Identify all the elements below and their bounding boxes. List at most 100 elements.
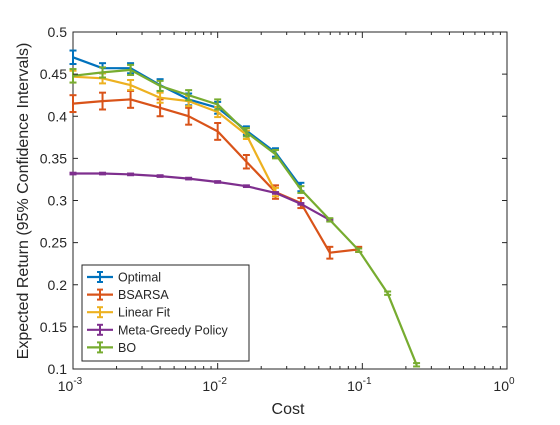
y-axis-label: Expected Return (95% Confidence Interval… (15, 43, 32, 360)
data-point (216, 130, 219, 133)
error-bar (242, 154, 250, 170)
data-point (72, 102, 74, 105)
data-point (129, 69, 132, 71)
error-bar (127, 63, 135, 76)
error-bar (156, 91, 164, 104)
data-point (187, 115, 190, 118)
error-bar (326, 217, 334, 223)
error-bar (242, 184, 250, 189)
data-point (159, 107, 161, 109)
data-point (216, 111, 219, 113)
error-bar (69, 171, 77, 176)
y-ticks: 0.1 0.15 0.2 0.25 0.3 0.35 0.4 0.45 0.5 (40, 24, 507, 377)
series-layer (69, 49, 421, 368)
data-point (129, 173, 132, 176)
error-bar (69, 68, 77, 84)
data-point (386, 292, 389, 294)
data-point (329, 219, 331, 221)
x-tick-label: 10-2 (202, 376, 227, 394)
data-point (300, 203, 302, 205)
error-bar (99, 91, 107, 111)
legend-label: BSARSA (118, 288, 169, 302)
data-point (72, 172, 74, 175)
data-point (216, 103, 219, 106)
data-point (357, 249, 360, 252)
error-bar (214, 180, 222, 184)
error-bar (185, 106, 193, 126)
x-axis-label: Cost (272, 401, 305, 418)
x-tick-label: 10-1 (347, 376, 372, 394)
error-bar (271, 148, 279, 160)
error-bar (69, 94, 77, 114)
series-4 (69, 63, 421, 368)
data-point (274, 192, 277, 194)
data-point (300, 188, 302, 191)
legend-entry: Meta-Greedy Policy (87, 323, 229, 337)
data-point (129, 84, 132, 86)
data-point (101, 71, 104, 74)
legend-entry: BSARSA (87, 288, 169, 302)
error-bar (99, 66, 107, 79)
error-bar (127, 79, 135, 92)
data-point (72, 56, 74, 59)
error-bar (355, 247, 363, 253)
y-tick-label: 0.5 (48, 24, 68, 40)
error-bar (297, 202, 305, 206)
data-point (159, 96, 161, 99)
error-bar (156, 174, 164, 178)
error-bar (99, 171, 107, 176)
data-point (415, 363, 418, 366)
y-tick-label: 0.2 (48, 277, 68, 293)
error-bar (214, 98, 222, 111)
y-tick-label: 0.4 (48, 108, 68, 124)
data-point (159, 85, 161, 87)
error-bar (214, 121, 222, 141)
data-point (101, 172, 104, 175)
legend-entry: Optimal (87, 271, 161, 285)
error-bar (242, 127, 250, 138)
error-bar (326, 245, 334, 260)
y-tick-label: 0.35 (40, 150, 67, 166)
y-tick-label: 0.1 (48, 361, 68, 377)
series-line (72, 75, 277, 193)
data-point (216, 181, 219, 183)
y-tick-label: 0.15 (40, 319, 67, 335)
legend-label: Linear Fit (118, 306, 171, 320)
legend-label: Optimal (118, 271, 161, 285)
data-point (72, 75, 74, 77)
error-bar (185, 176, 193, 181)
error-bar (413, 362, 421, 368)
data-point (245, 160, 248, 163)
error-bar (384, 290, 392, 296)
y-tick-label: 0.45 (40, 66, 67, 82)
data-point (245, 185, 248, 187)
error-bar (69, 49, 77, 66)
data-point (129, 98, 132, 101)
error-bar (271, 191, 279, 195)
error-bar (297, 185, 305, 194)
data-point (245, 131, 248, 134)
series-1 (69, 89, 363, 260)
error-bar (127, 172, 135, 177)
data-point (274, 153, 277, 155)
data-point (187, 177, 190, 180)
x-ticks: 10-3 10-2 10-1 100 (58, 32, 515, 394)
data-point (101, 100, 104, 102)
data-point (159, 175, 161, 177)
error-bar (156, 79, 164, 92)
x-tick-label: 100 (493, 376, 515, 394)
data-point (329, 251, 331, 254)
series-line (73, 172, 331, 221)
error-bar (185, 89, 193, 102)
y-tick-label: 0.25 (40, 235, 67, 251)
legend-entry: Linear Fit (87, 306, 171, 320)
legend-label: Meta-Greedy Policy (118, 323, 229, 337)
legend: Optimal BSARSA Linear Fit Meta-Greedy Polic… (81, 264, 250, 362)
data-point (187, 94, 190, 96)
y-tick-label: 0.3 (48, 193, 68, 209)
legend-entry: BO (87, 341, 136, 355)
legend-label: BO (118, 341, 136, 355)
x-tick-label: 10-3 (58, 376, 83, 394)
